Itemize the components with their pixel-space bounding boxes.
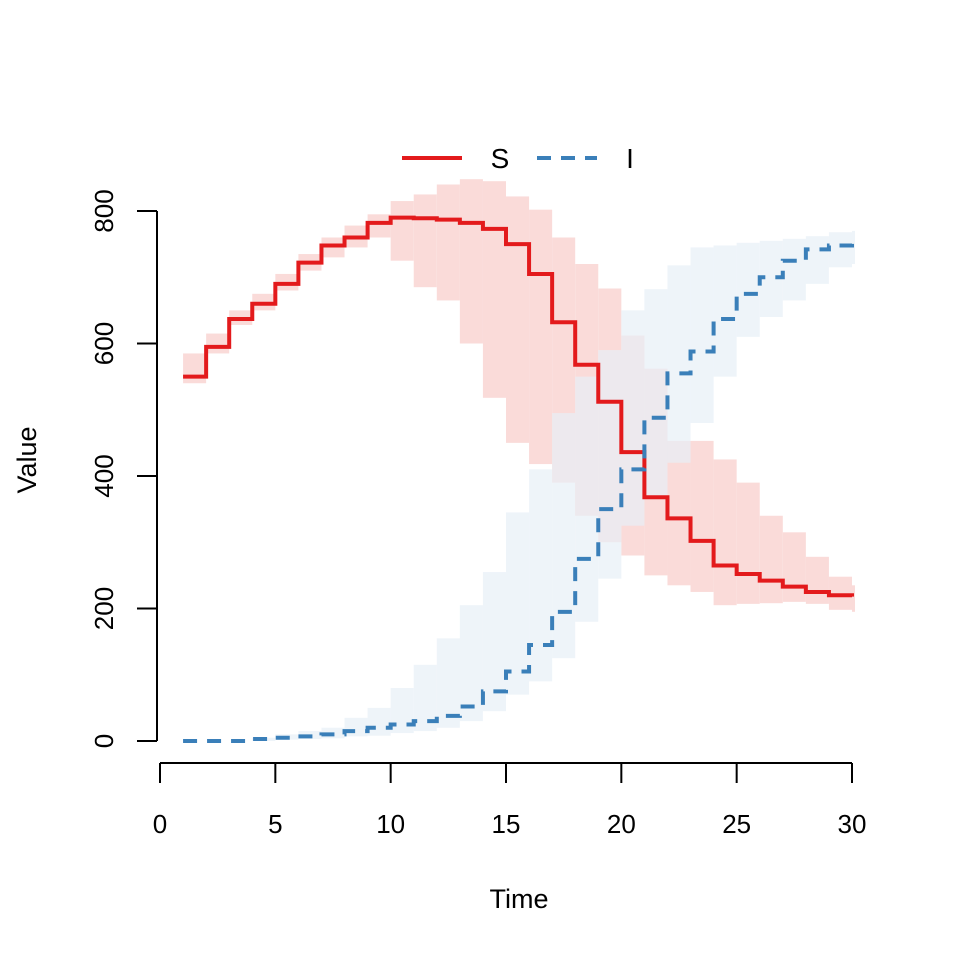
- band-i-segment: [667, 265, 691, 463]
- band-s-segment: [759, 515, 783, 604]
- band-i-segment: [552, 413, 576, 659]
- series-s-line: [183, 215, 854, 598]
- y-tick-label: 800: [89, 189, 119, 232]
- band-s-segment: [367, 214, 391, 238]
- y-tick-label: 0: [89, 734, 119, 748]
- band-s-segment: [436, 184, 460, 301]
- band-i-segment: [436, 638, 460, 728]
- band-i-segment: [782, 238, 806, 301]
- band-i-segment: [459, 605, 483, 722]
- band-s-segment: [782, 532, 806, 602]
- band-s-segment: [690, 440, 714, 592]
- band-s-segment: [482, 181, 506, 398]
- y-tick-label: 400: [89, 454, 119, 497]
- band-i-segment: [828, 232, 852, 268]
- legend-label-i: I: [626, 143, 634, 174]
- y-ticks: 0 200 400 600 800: [89, 189, 157, 748]
- band-s-segment: [805, 556, 829, 604]
- series-lines: [183, 215, 854, 743]
- series-i-line: [183, 242, 854, 743]
- y-tick-label: 200: [89, 587, 119, 630]
- x-tick-label: 25: [722, 809, 751, 839]
- band-s-segment: [206, 333, 230, 354]
- band-i-segment: [621, 310, 645, 526]
- band-i-segment: [736, 242, 760, 337]
- x-tick-label: 5: [268, 809, 282, 839]
- x-tick-label: 30: [838, 809, 867, 839]
- band-i-segment: [759, 240, 783, 317]
- band-i-segment: [390, 688, 414, 734]
- band-s-segment: [413, 194, 437, 288]
- band-s-segment: [852, 585, 855, 612]
- band-i-segment: [598, 350, 622, 579]
- x-tick-label: 0: [153, 809, 167, 839]
- band-s-segment: [506, 196, 530, 443]
- band-s-segment: [736, 482, 760, 604]
- band-i-segment: [482, 572, 506, 712]
- confidence-bands: [183, 179, 855, 741]
- band-i-segment: [529, 469, 553, 682]
- band-s-segment: [459, 179, 483, 344]
- band-i-segment: [413, 664, 437, 732]
- y-axis-title: Value: [12, 426, 42, 493]
- band-s-segment: [667, 440, 691, 586]
- x-axis-title: Time: [490, 884, 549, 914]
- band-s-segment: [529, 209, 553, 465]
- band-i-segment: [575, 376, 599, 622]
- band-s-segment: [390, 201, 414, 261]
- band-i-segment: [713, 245, 737, 377]
- y-tick-label: 600: [89, 322, 119, 365]
- band-s-segment: [713, 459, 737, 606]
- band-i-segment: [690, 247, 714, 423]
- band-i-segment: [344, 717, 368, 737]
- x-tick-label: 15: [492, 809, 521, 839]
- legend-label-s: S: [491, 143, 510, 174]
- band-i-segment: [367, 707, 391, 736]
- band-i-segment: [506, 512, 530, 695]
- band-i-segment: [805, 236, 829, 284]
- band-s-segment: [183, 353, 207, 384]
- x-ticks: 0 5 10 15 20 25 30: [153, 763, 867, 839]
- x-tick-label: 10: [376, 809, 405, 839]
- band-i-segment: [644, 289, 668, 496]
- x-tick-label: 20: [607, 809, 636, 839]
